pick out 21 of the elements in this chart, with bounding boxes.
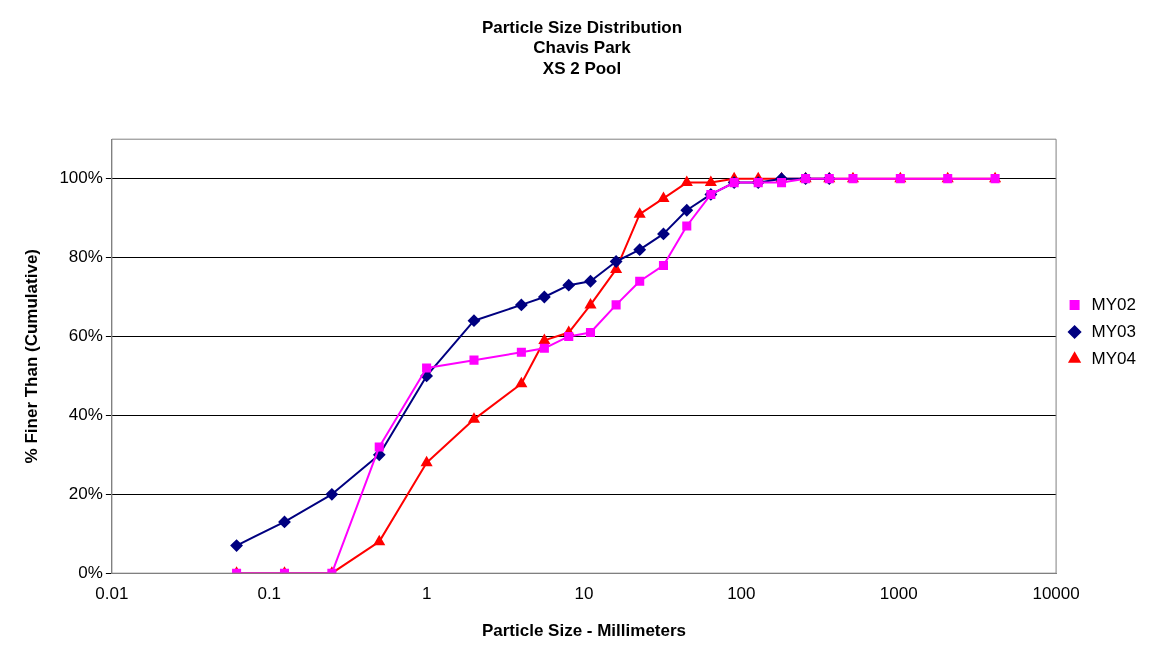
y-tick-label: 80%	[68, 247, 103, 267]
x-tick-label: 1000	[879, 584, 918, 604]
legend-label: MY04	[1091, 348, 1137, 368]
x-tick-label: 10	[574, 584, 594, 604]
x-tick-label: 0.01	[95, 584, 129, 604]
text: Particle Size Distribution	[481, 17, 683, 37]
text: XS 2 Pool	[542, 58, 622, 78]
x-tick-label: 100	[727, 584, 756, 604]
y-axis-title: % Finer Than (Cumulative)	[21, 248, 41, 464]
y-tick-label: 60%	[68, 326, 103, 346]
legend-label: MY03	[1091, 321, 1137, 341]
x-tick-label: 10000	[1032, 584, 1080, 604]
legend-label: MY02	[1091, 294, 1137, 314]
x-tick-label: 1	[421, 584, 432, 604]
y-tick-label: 100%	[59, 168, 103, 188]
x-axis-title: Particle Size - Millimeters	[481, 621, 687, 641]
text: Chavis Park	[533, 38, 631, 58]
y-tick-label: 40%	[68, 405, 103, 425]
y-tick-label: 20%	[68, 483, 103, 503]
y-tick-label: 0%	[78, 562, 103, 582]
x-tick-label: 0.1	[257, 584, 282, 604]
